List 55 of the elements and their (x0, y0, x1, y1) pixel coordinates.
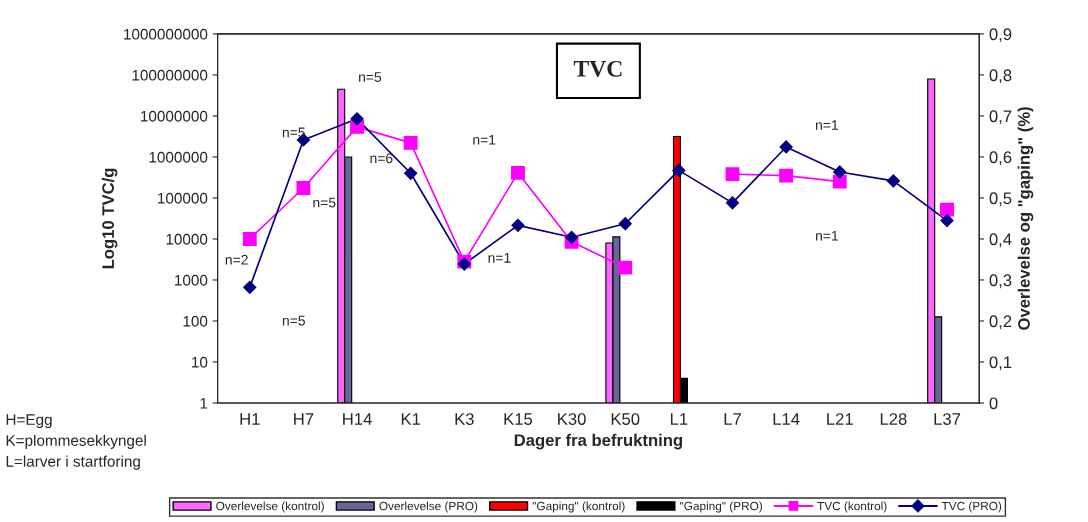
x-tick-label: L37 (934, 413, 961, 425)
y-tick-label: 10000 (166, 233, 208, 245)
y2-tick-label: 0,8 (989, 69, 1012, 84)
legend-label: "Gaping" (kontrol) (532, 501, 625, 513)
annotation: n=6 (370, 153, 393, 164)
x-tick-label: L7 (724, 413, 741, 425)
y2-tick-label: 0 (989, 397, 998, 410)
y-tick-label: 10 (192, 356, 208, 368)
annotation: n=1 (488, 253, 511, 263)
legend-label: TVC (kontrol) (817, 501, 887, 513)
y-tick-label: 100000000 (132, 69, 208, 81)
y2-tick-label: 0,6 (989, 151, 1012, 166)
y-tick-label: 100000 (158, 192, 208, 204)
x-tick-label: K50 (611, 413, 640, 425)
y2-tick-label: 0,9 (989, 28, 1012, 43)
annotation: n=5 (359, 72, 382, 82)
legend-label: Overlevelse (kontrol) (216, 501, 324, 513)
annotation: n=5 (282, 127, 305, 138)
x-tick-label: L1 (670, 413, 688, 425)
y2-tick-label: 0,2 (989, 315, 1012, 330)
x-axis-title: Dager fra befruktning (514, 433, 683, 450)
legend-label: "Gaping" (PRO) (680, 501, 763, 513)
y-tick-label: 100 (183, 315, 208, 327)
legend-label: Overlevelse (PRO) (379, 501, 478, 513)
x-tick-label: L21 (827, 413, 853, 425)
y-tick-label: 10000000 (141, 110, 208, 122)
text: TVC (573, 60, 622, 77)
x-tick-label: L28 (880, 413, 907, 425)
y-tick-label: 1000000 (149, 151, 208, 163)
x-tick-label: K3 (455, 413, 474, 425)
annotation: n=1 (816, 230, 838, 241)
annotation: n=5 (313, 197, 336, 208)
y-tick-label: 1000000000 (124, 28, 208, 40)
y-axis-title: Log10 TVC/g (101, 168, 118, 269)
annotation: n=2 (225, 254, 248, 265)
x-tick-label: H14 (343, 413, 372, 425)
annotation: n=1 (816, 120, 838, 130)
y2-axis-title: Overlevelse og "gaping" (%) (1017, 107, 1034, 330)
annotation: n=5 (282, 315, 305, 326)
legend-label: TVC (PRO) (941, 501, 1002, 513)
x-tick-label: K1 (401, 413, 421, 425)
x-tick-label: K15 (504, 413, 533, 425)
y2-tick-label: 0,4 (989, 233, 1012, 248)
x-tick-label: K30 (558, 413, 586, 425)
text: H=Egg K=plommesekkyngel L=larver i startforing (6, 414, 146, 470)
x-tick-label: H7 (294, 413, 314, 425)
y2-tick-label: 0,7 (989, 110, 1012, 125)
annotation: n=1 (473, 134, 496, 145)
x-tick-label: H1 (240, 413, 260, 425)
y2-tick-label: 0,1 (989, 356, 1012, 371)
y2-tick-label: 0,5 (989, 192, 1012, 207)
x-tick-label: L14 (773, 413, 800, 425)
y2-tick-label: 0,3 (989, 274, 1012, 289)
y-tick-label: 1000 (175, 274, 208, 286)
y-tick-label: 1 (200, 398, 208, 409)
